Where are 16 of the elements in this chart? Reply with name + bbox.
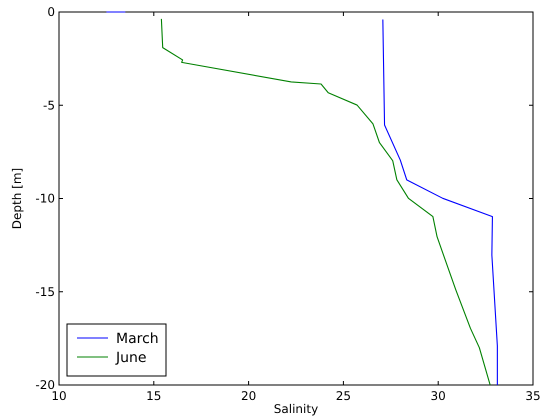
x-tick-label: 30	[430, 389, 446, 403]
x-tick-label: 10	[51, 389, 67, 403]
legend-label: March	[116, 331, 159, 347]
legend-label: June	[115, 350, 146, 366]
x-tick-label: 25	[336, 389, 352, 403]
y-axis-title: Depth [m]	[10, 168, 24, 230]
x-tick-label: 15	[146, 389, 162, 403]
y-tick-label: -5	[43, 98, 55, 112]
x-tick-label: 20	[240, 389, 256, 403]
y-tick-label: -10	[35, 192, 55, 206]
line-series	[160, 18, 491, 386]
y-tick-label: 0	[47, 5, 55, 19]
y-tick-label: -20	[35, 378, 55, 392]
y-tick-label: -15	[35, 284, 55, 299]
x-tick-label: 35	[525, 389, 541, 403]
x-axis-title: Salinity	[274, 402, 318, 416]
